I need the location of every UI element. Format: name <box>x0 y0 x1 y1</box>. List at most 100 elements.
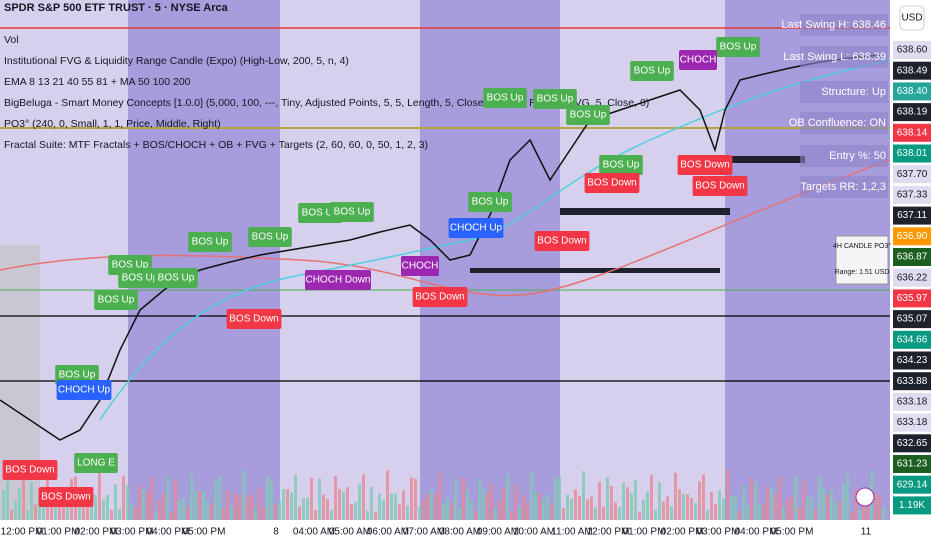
volume-bar <box>578 496 581 520</box>
panel-text: Entry %: 50 <box>829 150 886 162</box>
signal-label-bg <box>483 88 527 108</box>
price-label: 636.90 <box>897 231 928 242</box>
time-label: 06:00 AM <box>367 527 409 538</box>
signal-label: BOS Up <box>98 295 135 306</box>
volume-bar <box>570 498 573 520</box>
volume-bar <box>318 478 321 520</box>
alert-icon[interactable] <box>855 487 875 507</box>
volume-bar <box>498 500 501 520</box>
volume-bar <box>310 477 313 520</box>
volume-bar <box>166 476 169 520</box>
volume-bar <box>266 476 269 520</box>
volume-bar <box>882 506 885 520</box>
volume-bar <box>638 511 641 520</box>
volume-bar <box>654 509 657 520</box>
panel-bg <box>800 112 888 134</box>
volume-bar <box>658 482 661 520</box>
volume-bar <box>154 510 157 520</box>
indicator-legend: Fractal Suite: MTF Fractals + BOS/CHOCH … <box>4 139 428 151</box>
volume-bar <box>722 498 725 520</box>
volume-bar <box>134 505 137 520</box>
price-tag <box>893 455 931 473</box>
price-tag <box>893 496 931 515</box>
ema-line <box>99 59 891 421</box>
volume-bar <box>418 506 421 520</box>
signal-label: BOS Up <box>472 197 509 208</box>
signal-label: BOS Up <box>302 208 339 219</box>
price-tag <box>893 41 931 59</box>
volume-bar <box>114 484 117 520</box>
volume-bar <box>130 502 133 520</box>
signal-label-bg <box>566 105 610 125</box>
volume-bar <box>550 504 553 520</box>
currency-label[interactable]: USD <box>901 13 922 24</box>
volume-bar <box>38 496 41 520</box>
volume-bar <box>186 506 189 520</box>
signal-label: BOS Up <box>537 94 574 105</box>
volume-bar <box>198 491 201 520</box>
volume-bar <box>806 496 809 520</box>
volume-bar <box>170 511 173 520</box>
signal-label-bg <box>677 155 733 175</box>
price-label: 638.01 <box>897 148 928 159</box>
volume-bar <box>146 491 149 520</box>
signal-label: LONG E <box>77 458 115 469</box>
volume-bar <box>534 491 537 520</box>
volume-bar <box>330 509 333 520</box>
volume-bar <box>542 499 545 520</box>
signal-label-bg <box>188 232 232 252</box>
volume-bar <box>42 502 45 520</box>
volume-bar <box>602 506 605 520</box>
indicator-legend: Institutional FVG & Liquidity Range Cand… <box>4 55 349 67</box>
volume-bar <box>678 489 681 520</box>
volume-bar <box>566 495 569 520</box>
time-label: 01:00 PM <box>37 527 80 538</box>
signal-label-bg <box>74 453 118 473</box>
volume-bar <box>790 496 793 520</box>
price-tag <box>893 413 931 432</box>
price-label: 638.19 <box>897 107 928 118</box>
time-axis-bg <box>0 520 890 550</box>
price-label: 637.70 <box>897 169 928 180</box>
volume-bar <box>786 498 789 520</box>
volume-bar <box>586 499 589 520</box>
volume-bar <box>86 501 89 520</box>
volume-bar <box>294 474 297 520</box>
volume-bar <box>506 474 509 520</box>
volume-bar <box>34 504 37 520</box>
time-label: 05:00 PM <box>771 527 814 538</box>
volume-bar <box>126 485 129 520</box>
session-zone <box>420 0 560 520</box>
panel-bg <box>800 81 888 103</box>
volume-bar <box>510 511 513 520</box>
volume-bar <box>462 477 465 520</box>
price-tag <box>893 372 931 391</box>
volume-bar <box>466 490 469 520</box>
price-tag <box>893 248 931 266</box>
volume-bar <box>158 499 161 520</box>
volume-bar <box>666 496 669 520</box>
volume-bar <box>470 500 473 520</box>
signal-label-bg <box>692 176 748 196</box>
signal-label: BOS Down <box>537 236 586 247</box>
volume-bar <box>298 506 301 520</box>
price-label: 633.18 <box>897 397 928 408</box>
signal-label-bg <box>94 290 138 310</box>
volume-bar <box>838 501 841 520</box>
volume-bar <box>350 504 353 520</box>
currency-button[interactable] <box>899 5 925 31</box>
price-label: 638.60 <box>897 45 928 56</box>
price-label: 634.66 <box>897 334 928 345</box>
price-tag <box>893 165 931 184</box>
volume-bar <box>582 471 585 520</box>
volume-bar <box>614 502 617 520</box>
volume-bar <box>382 499 385 520</box>
volume-bar <box>754 482 757 520</box>
volume-bar <box>242 470 245 520</box>
volume-bar <box>694 502 697 520</box>
price-tag <box>893 434 931 453</box>
time-label: 05:00 AM <box>329 527 371 538</box>
volume-bar <box>842 484 845 520</box>
volume-bar <box>194 490 197 520</box>
time-label: 05:00 PM <box>183 527 226 538</box>
